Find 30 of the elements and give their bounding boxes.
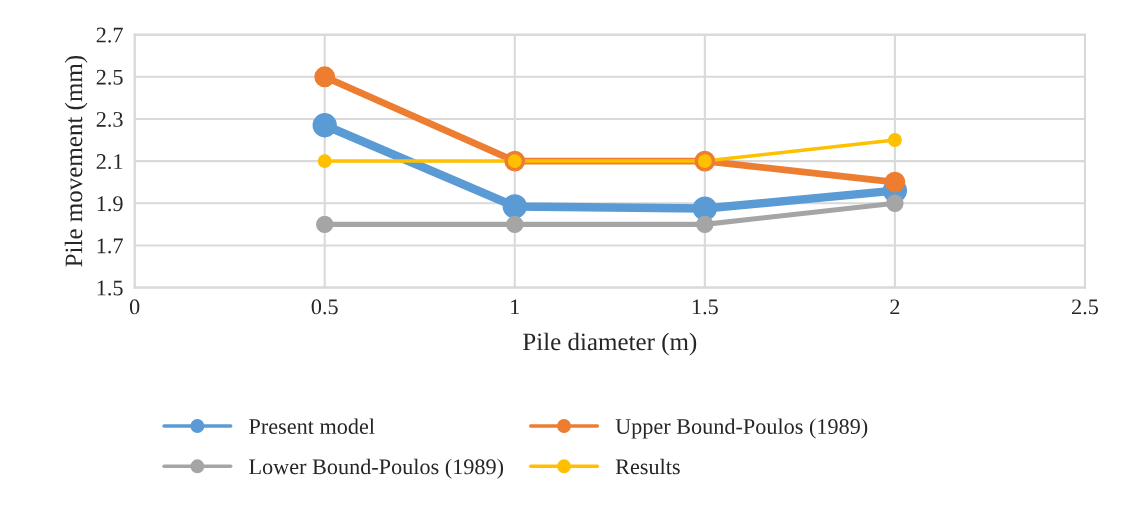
x-tick-label: 2 (890, 299, 900, 315)
x-tick-label: 1.5 (692, 299, 718, 315)
y-tick-label: 2.5 (96, 69, 123, 85)
y-tick-label: 1.5 (97, 280, 123, 296)
x-axis-title: Pile diameter (m) (523, 332, 697, 356)
point (314, 66, 336, 88)
point (887, 133, 902, 147)
y-tick-label: 2.3 (96, 111, 123, 127)
y-tick-label: 2.7 (96, 27, 123, 43)
point (696, 215, 714, 234)
legend-label: Upper Bound-Poulos (1989) (615, 418, 868, 439)
y-tick-label: 2.1 (96, 154, 123, 170)
y-axis-title: Pile movement (mm) (64, 55, 88, 267)
y-tick-label: 1.7 (97, 238, 123, 254)
point (317, 154, 332, 169)
point (312, 113, 337, 138)
point (884, 171, 906, 193)
point (886, 194, 904, 212)
y-tick-label: 1.9 (97, 196, 123, 212)
point (506, 215, 524, 234)
x-tick-label: 1 (511, 299, 519, 315)
legend-label: Results (615, 458, 680, 475)
x-tick-label: 0.5 (311, 299, 338, 315)
legend-label: Present model (249, 418, 375, 435)
x-tick-label: 0 (129, 299, 140, 315)
point (316, 215, 334, 234)
x-tick-label: 2.5 (1072, 299, 1098, 315)
point (692, 196, 717, 221)
legend-label: Lower Bound-Poulos (1989) (249, 458, 504, 479)
point (502, 194, 527, 219)
